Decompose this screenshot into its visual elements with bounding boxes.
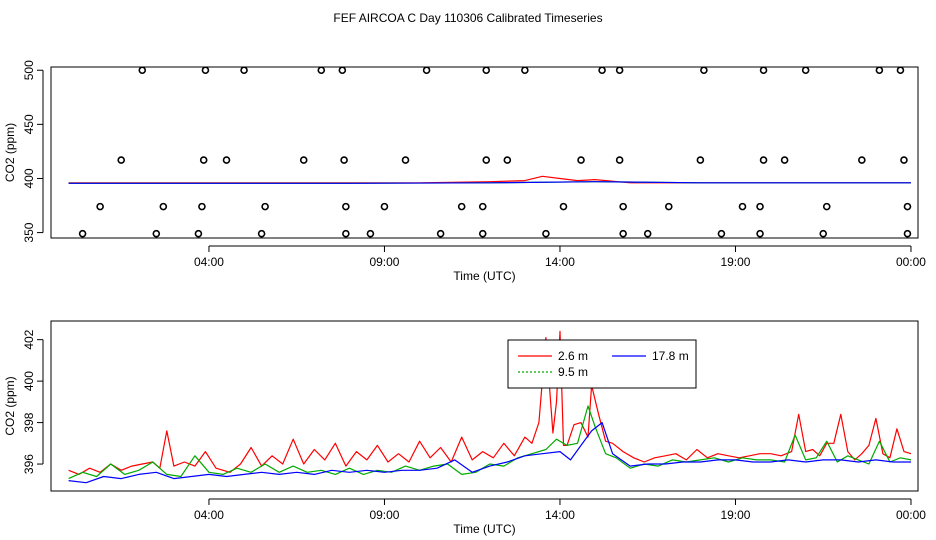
y-axis-label: CO2 (ppm) xyxy=(3,376,17,435)
data-point xyxy=(801,66,810,75)
series-line-9-5-m xyxy=(68,405,912,480)
data-point xyxy=(577,156,585,164)
data-point xyxy=(366,229,375,238)
data-point xyxy=(819,229,828,238)
legend-label: 17.8 m xyxy=(652,349,689,363)
data-point xyxy=(700,66,708,75)
data-point xyxy=(900,156,908,164)
data-point xyxy=(117,156,126,164)
data-point xyxy=(138,66,147,75)
data-point xyxy=(380,202,389,211)
series-line-2-6-m xyxy=(68,330,912,475)
x-tick-label: 14:00 xyxy=(545,255,575,269)
data-point xyxy=(194,229,203,238)
y-tick-label: 396 xyxy=(22,454,36,474)
data-point xyxy=(822,202,831,211)
y-tick-label: 398 xyxy=(22,412,36,432)
x-tick-label: 09:00 xyxy=(369,255,399,269)
data-point xyxy=(436,229,445,238)
data-point xyxy=(342,229,350,238)
data-point xyxy=(482,156,491,164)
data-point xyxy=(257,229,266,238)
data-point xyxy=(875,66,884,75)
data-point xyxy=(340,156,348,164)
legend-label: 2.6 m xyxy=(558,349,588,363)
data-point xyxy=(478,202,487,211)
data-point xyxy=(240,66,248,75)
x-tick-label: 19:00 xyxy=(720,255,750,269)
chart-title: FEF AIRCOA C Day 110306 Calibrated Times… xyxy=(333,11,602,25)
series-line-2-6-m xyxy=(68,175,911,184)
data-point xyxy=(201,66,210,75)
data-point xyxy=(759,66,768,75)
data-point xyxy=(401,156,410,164)
data-point xyxy=(615,156,624,164)
data-point xyxy=(422,66,431,75)
y-tick-label: 450 xyxy=(22,114,36,134)
data-point xyxy=(78,229,87,238)
x-tick-label: 04:00 xyxy=(194,508,224,522)
data-point xyxy=(152,229,161,238)
y-tick-label: 400 xyxy=(22,168,36,188)
data-point xyxy=(96,202,104,211)
data-point xyxy=(159,202,168,211)
x-tick-label: 00:00 xyxy=(896,508,926,522)
data-point xyxy=(299,156,308,164)
data-point xyxy=(664,202,673,211)
y-tick-label: 402 xyxy=(22,329,36,349)
data-point xyxy=(717,229,726,238)
data-point xyxy=(903,202,912,211)
data-point xyxy=(738,202,747,211)
data-point xyxy=(696,156,705,164)
x-tick-label: 04:00 xyxy=(194,255,224,269)
x-axis-label: Time (UTC) xyxy=(453,269,515,283)
data-point xyxy=(503,156,512,164)
data-point xyxy=(521,66,529,75)
x-tick-label: 19:00 xyxy=(720,508,750,522)
top-panel: 04:00 09:00 14:00 19:00 00:00 Time (UTC) 350 40… xyxy=(3,60,926,283)
data-point xyxy=(756,229,764,238)
series-line-17-8-m xyxy=(68,422,911,484)
data-point xyxy=(478,229,487,238)
y-tick-label: 400 xyxy=(22,371,36,391)
plot-frame xyxy=(50,66,919,239)
data-point xyxy=(780,156,789,164)
data-point xyxy=(457,202,466,211)
data-point xyxy=(261,202,269,211)
data-point xyxy=(615,66,624,75)
bottom-panel: 04:00 09:00 14:00 19:00 00:00 Time (UTC) 396 39… xyxy=(3,320,926,536)
data-point xyxy=(598,66,606,75)
data-point xyxy=(338,66,347,75)
series-line-17-8-m xyxy=(68,181,911,184)
data-point xyxy=(222,156,231,164)
data-point xyxy=(756,202,764,211)
data-point xyxy=(482,66,491,75)
data-point xyxy=(858,156,866,164)
x-tick-label: 09:00 xyxy=(369,508,399,522)
legend-label: 9.5 m xyxy=(558,365,588,379)
x-tick-label: 00:00 xyxy=(896,255,926,269)
data-point xyxy=(559,202,568,211)
data-point xyxy=(903,229,912,238)
data-point xyxy=(198,202,206,211)
plot-frame xyxy=(50,320,919,492)
x-axis-label: Time (UTC) xyxy=(453,522,515,536)
y-tick-label: 350 xyxy=(22,222,36,242)
data-point xyxy=(317,66,326,75)
data-point xyxy=(643,229,652,238)
data-point xyxy=(759,156,768,164)
data-point xyxy=(619,229,627,238)
data-point xyxy=(619,202,627,211)
data-point xyxy=(542,229,550,238)
data-point xyxy=(199,156,208,164)
data-point xyxy=(342,202,350,211)
legend-box xyxy=(507,339,697,389)
y-tick-label: 500 xyxy=(22,60,36,80)
y-axis-label: CO2 (ppm) xyxy=(3,123,17,182)
x-tick-label: 14:00 xyxy=(545,508,575,522)
data-point xyxy=(896,66,905,75)
